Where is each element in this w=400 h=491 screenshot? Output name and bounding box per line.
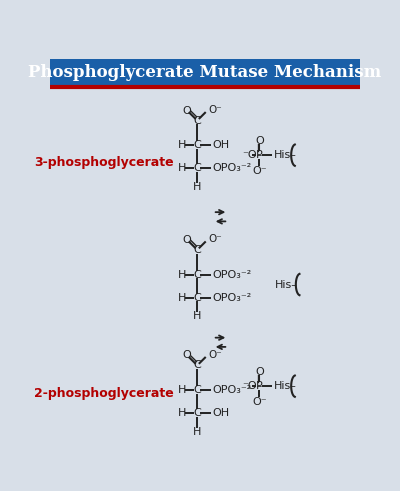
Text: O: O — [183, 106, 192, 115]
Text: OH: OH — [213, 408, 230, 418]
Text: C: C — [193, 164, 201, 173]
Text: C: C — [193, 385, 201, 395]
Text: OPO₃⁻²: OPO₃⁻² — [213, 385, 252, 395]
FancyBboxPatch shape — [50, 59, 360, 86]
Text: His–: His– — [274, 150, 297, 160]
Text: O⁻: O⁻ — [252, 397, 266, 407]
Text: P: P — [256, 381, 263, 391]
Text: O: O — [183, 235, 192, 245]
Text: O⁻: O⁻ — [252, 165, 266, 176]
Text: H: H — [178, 408, 186, 418]
Text: O: O — [255, 136, 264, 145]
Text: C: C — [193, 408, 201, 418]
Text: C: C — [193, 140, 201, 150]
Text: C: C — [193, 245, 201, 255]
Text: H: H — [193, 311, 202, 321]
Text: C: C — [193, 360, 201, 370]
Text: OH: OH — [213, 140, 230, 150]
Text: His–: His– — [275, 279, 298, 290]
Text: O⁻: O⁻ — [208, 105, 222, 115]
Text: H: H — [178, 385, 186, 395]
Text: C: C — [193, 293, 201, 302]
Text: H: H — [193, 182, 202, 192]
Text: O⁻: O⁻ — [208, 350, 222, 359]
Text: O⁻: O⁻ — [208, 234, 222, 244]
Text: O: O — [183, 351, 192, 360]
Text: C: C — [193, 270, 201, 279]
Text: OPO₃⁻²: OPO₃⁻² — [213, 164, 252, 173]
Text: H: H — [178, 140, 186, 150]
Text: H: H — [178, 293, 186, 302]
Text: OPO₃⁻²: OPO₃⁻² — [213, 270, 252, 279]
Text: OPO₃⁻²: OPO₃⁻² — [213, 293, 252, 302]
Text: 2-phosphoglycerate: 2-phosphoglycerate — [34, 387, 174, 400]
Text: His–: His– — [274, 381, 297, 391]
Text: H: H — [178, 164, 186, 173]
Text: C: C — [193, 115, 201, 126]
Text: O: O — [255, 367, 264, 377]
Text: H: H — [193, 427, 202, 436]
Text: ⁻O–: ⁻O– — [242, 150, 262, 160]
Text: Phosphoglycerate Mutase Mechanism: Phosphoglycerate Mutase Mechanism — [28, 64, 382, 82]
Text: ⁻O–: ⁻O– — [242, 381, 262, 391]
Text: P: P — [256, 150, 263, 160]
Text: 3-phosphoglycerate: 3-phosphoglycerate — [34, 156, 174, 169]
Text: H: H — [178, 270, 186, 279]
